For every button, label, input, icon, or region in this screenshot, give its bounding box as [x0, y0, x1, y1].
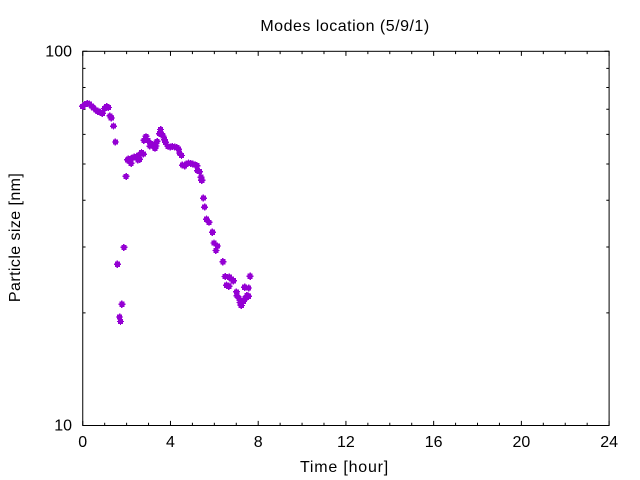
svg-text:24: 24	[600, 434, 618, 451]
svg-text:0: 0	[78, 434, 87, 451]
svg-text:Time [hour]: Time [hour]	[300, 459, 389, 476]
svg-text:Particle size [nm]: Particle size [nm]	[7, 173, 24, 302]
svg-text:4: 4	[166, 434, 175, 451]
svg-text:16: 16	[425, 434, 443, 451]
svg-text:10: 10	[54, 418, 72, 435]
svg-text:100: 100	[45, 44, 72, 61]
svg-text:8: 8	[254, 434, 263, 451]
svg-text:Modes location (5/9/1): Modes location (5/9/1)	[260, 18, 429, 35]
svg-text:12: 12	[337, 434, 355, 451]
svg-text:20: 20	[512, 434, 530, 451]
